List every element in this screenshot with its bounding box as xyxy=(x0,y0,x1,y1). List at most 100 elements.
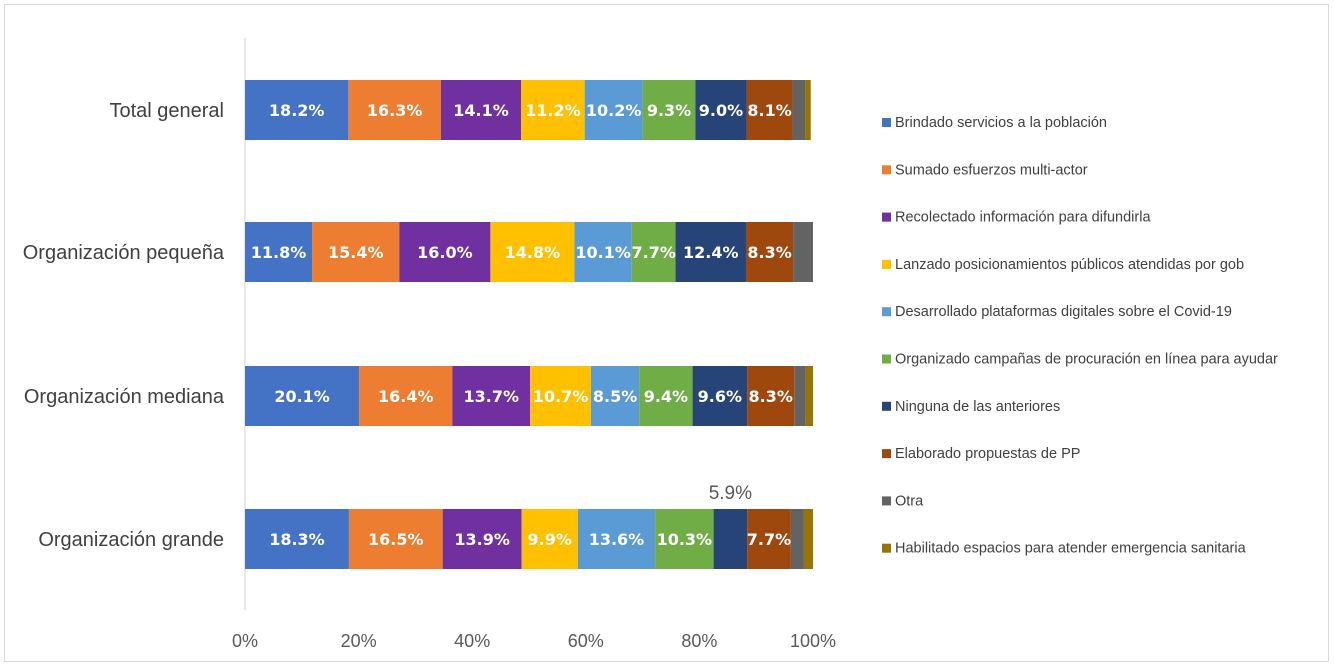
bar-segment xyxy=(790,509,804,569)
bar-segment xyxy=(521,509,578,569)
bar-segment xyxy=(803,509,813,569)
legend-entry: Ninguna de las anteriores xyxy=(895,399,1060,415)
bar-segment xyxy=(792,80,806,140)
data-label: 8.1% xyxy=(747,101,791,120)
data-label: 11.8% xyxy=(251,243,307,262)
data-label: 10.2% xyxy=(586,101,642,120)
bar-segment xyxy=(642,80,696,140)
bar-segment xyxy=(359,366,453,426)
bar-segment xyxy=(747,509,791,569)
legend-swatch xyxy=(882,118,891,127)
x-tick-label: 20% xyxy=(341,631,377,651)
data-label: 9.3% xyxy=(647,101,691,120)
data-label: 9.0% xyxy=(699,101,743,120)
legend-entry: Brindado servicios a la población xyxy=(895,115,1107,131)
bar-segment xyxy=(312,222,400,282)
legend-entry: Recolectado información para difundirla xyxy=(895,210,1151,226)
legend-swatch xyxy=(882,212,891,222)
data-label: 16.0% xyxy=(417,243,473,262)
bar-segment xyxy=(584,80,643,140)
bar-segment xyxy=(348,509,443,569)
data-label: 8.5% xyxy=(593,387,637,406)
legend-swatch xyxy=(882,543,891,553)
bar-segment xyxy=(805,80,811,140)
category-label: Organización mediana xyxy=(24,386,225,408)
category-label: Organización pequeña xyxy=(23,242,225,264)
legend-entry: Habilitado espacios para atender emergen… xyxy=(895,541,1247,557)
data-label: 18.3% xyxy=(269,530,325,549)
data-label: 10.1% xyxy=(575,243,631,262)
legend-entry: Organizado campañas de procuración en lí… xyxy=(895,352,1278,368)
data-label: 18.2% xyxy=(269,101,325,120)
bar-segment xyxy=(574,222,632,282)
legend-entry: Lanzado posicionamientos públicos atendi… xyxy=(895,257,1244,273)
data-label: 9.9% xyxy=(528,530,572,549)
data-label: 12.4% xyxy=(683,243,739,262)
data-label: 20.1% xyxy=(274,387,330,406)
data-label: 10.7% xyxy=(533,387,589,406)
legend-swatch xyxy=(882,496,891,506)
category-label: Total general xyxy=(109,100,224,122)
x-tick-label: 60% xyxy=(568,631,604,651)
data-label: 9.6% xyxy=(698,387,742,406)
legend-entry: Otra xyxy=(895,493,924,509)
data-label: 7.7% xyxy=(631,243,675,262)
data-label: 16.4% xyxy=(378,387,434,406)
bar-segment xyxy=(442,509,522,569)
bar-segment xyxy=(631,222,676,282)
bar-segment xyxy=(452,366,531,426)
legend-swatch xyxy=(882,354,891,364)
bar-segment xyxy=(745,222,794,282)
bar-segment xyxy=(440,80,522,140)
x-tick-label: 100% xyxy=(790,631,836,651)
category-label: Organización grande xyxy=(38,529,224,551)
data-label: 10.3% xyxy=(657,530,713,549)
bar-segment xyxy=(655,509,714,569)
x-tick-label: 80% xyxy=(681,631,717,651)
bar-segment xyxy=(695,80,747,140)
x-tick-label: 40% xyxy=(454,631,490,651)
bar-segment xyxy=(713,509,748,569)
bar-segment xyxy=(399,222,491,282)
bar-segment xyxy=(245,366,360,426)
data-label: 11.2% xyxy=(525,101,581,120)
bar-segment xyxy=(746,80,793,140)
bar-segment xyxy=(675,222,746,282)
data-label: 7.7% xyxy=(747,530,791,549)
data-label: 5.9% xyxy=(709,483,752,504)
data-label: 14.8% xyxy=(505,243,561,262)
bar-segment xyxy=(794,366,806,426)
legend-entry: Desarrollado plataformas digitales sobre… xyxy=(895,304,1232,320)
bar-segment xyxy=(245,80,349,140)
data-label: 16.5% xyxy=(368,530,424,549)
data-label: 13.9% xyxy=(454,530,510,549)
legend-swatch xyxy=(882,307,891,317)
bar-segment xyxy=(348,80,441,140)
bar-segment xyxy=(530,366,591,426)
bar-segment xyxy=(577,509,656,569)
bar-segment xyxy=(245,222,313,282)
data-label: 9.4% xyxy=(644,387,688,406)
bar-segment xyxy=(805,366,813,426)
bar-segment xyxy=(639,366,693,426)
bar-segment xyxy=(521,80,585,140)
data-label: 15.4% xyxy=(328,243,384,262)
legend-swatch xyxy=(882,259,891,269)
legend-swatch xyxy=(882,449,891,459)
data-label: 8.3% xyxy=(747,243,791,262)
data-label: 8.3% xyxy=(748,387,792,406)
bar-segment xyxy=(793,222,813,282)
data-label: 16.3% xyxy=(367,101,423,120)
legend-entry: Sumado esfuerzos multi-actor xyxy=(895,162,1088,178)
data-label: 14.1% xyxy=(453,101,509,120)
legend-entry: Elaborado propuestas de PP xyxy=(895,446,1080,462)
data-label: 13.7% xyxy=(463,387,519,406)
bar-segment xyxy=(590,366,640,426)
bar-segment xyxy=(747,366,795,426)
bar-segment xyxy=(692,366,748,426)
bar-segment xyxy=(490,222,575,282)
bar-segment xyxy=(245,509,349,569)
legend-swatch xyxy=(882,401,891,411)
legend-swatch xyxy=(882,165,891,175)
